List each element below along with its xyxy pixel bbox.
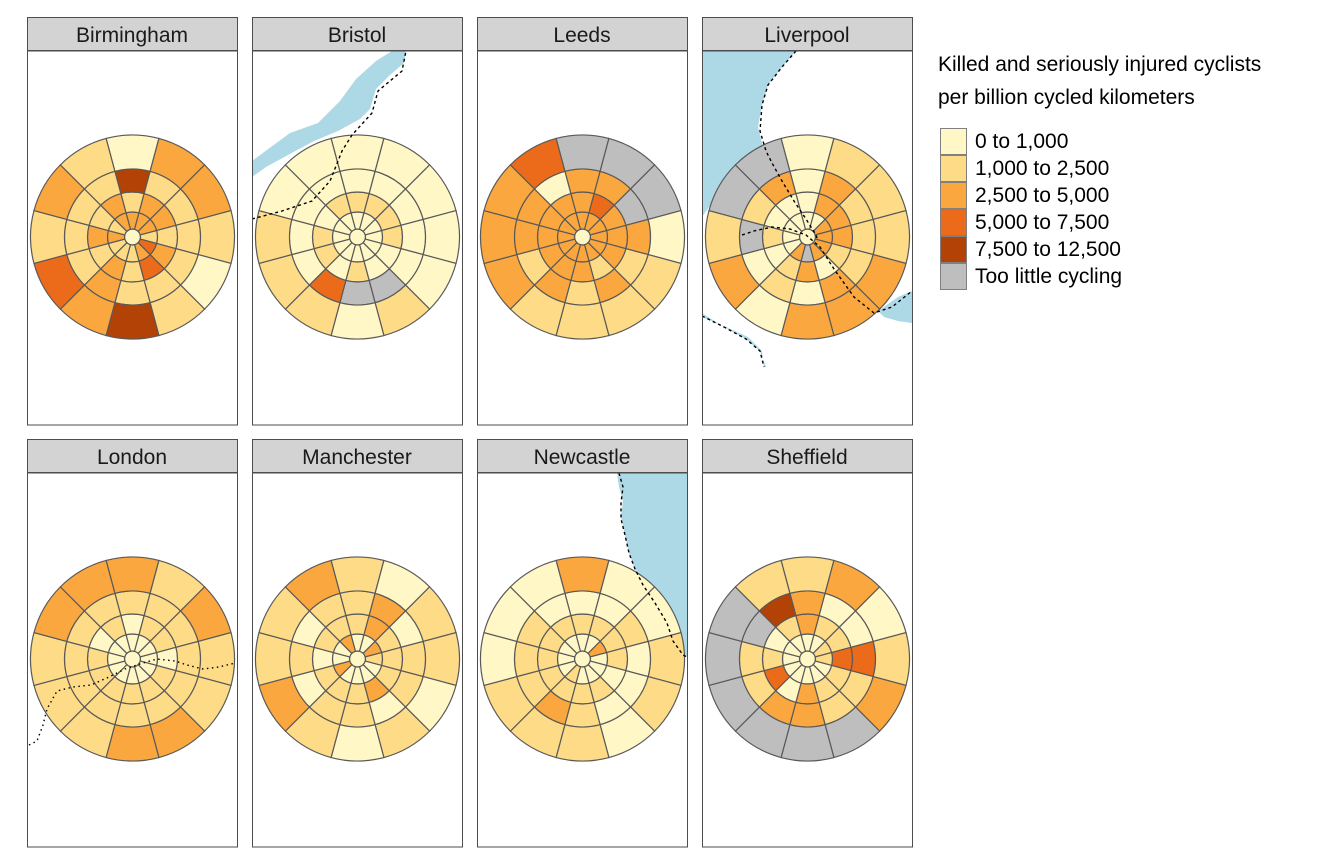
legend-swatch [940,182,967,209]
legend-title: Killed and seriously injured cyclists pe… [938,53,1262,109]
legend-label: 7,500 to 12,500 [975,237,1121,261]
legend-swatch [940,209,967,236]
boundary-line [618,473,688,658]
panel-border [252,472,463,848]
panel-title: Manchester [302,446,412,469]
legend-swatch [940,236,967,263]
panel-sheffield: Sheffield [702,439,913,848]
panel-strip [27,439,238,473]
panel-strip [477,17,688,51]
cell [509,559,566,612]
panel-strip [27,17,238,51]
panel-title: Birmingham [76,24,188,47]
panel-strip [252,439,463,473]
cell [734,137,791,190]
panel-london: London [27,439,238,848]
cell [509,137,566,190]
panel-border [477,50,688,426]
panel-strip [252,17,463,51]
legend-label: 5,000 to 7,500 [975,210,1110,234]
panel-title: Liverpool [764,24,849,47]
legend-item: 2,500 to 5,000 [938,182,1338,209]
water-area [252,51,406,177]
panel-title: Sheffield [766,446,847,469]
cell [59,559,116,612]
legend-item: 1,000 to 2,500 [938,155,1338,182]
boundary-line [28,658,236,746]
legend-label: Too little cycling [975,264,1123,288]
panel-border [702,472,913,848]
panel-title: London [97,446,167,469]
panel-bristol: Bristol [252,17,463,426]
legend-label: 2,500 to 5,000 [975,183,1110,207]
panel-border [27,472,238,848]
panel-strip [477,439,688,473]
legend: Killed and seriously injured cyclists pe… [938,48,1338,290]
legend-label: 0 to 1,000 [975,129,1069,153]
panel-title: Leeds [553,24,610,47]
panel-title: Bristol [328,24,386,47]
legend-items: 0 to 1,000 1,000 to 2,500 2,500 to 5,000 5,… [938,128,1338,290]
panel-leeds: Leeds [477,17,688,426]
legend-item: Too little cycling [938,263,1338,290]
legend-swatch [940,128,967,155]
water-area [878,291,912,323]
panel-title: Newcastle [534,446,631,469]
panel-border [702,50,913,426]
panel-newcastle: Newcastle [477,439,688,848]
legend-item: 0 to 1,000 [938,128,1338,155]
legend-swatch [940,263,967,290]
cell [284,559,341,612]
panel-border [27,50,238,426]
cell [284,137,341,190]
legend-label: 1,000 to 2,500 [975,156,1110,180]
cell [59,137,116,190]
panel-birmingham: Birmingham [27,17,238,426]
panel-border [477,472,688,848]
boundary-line [702,51,913,368]
water-area [702,51,796,367]
cell [734,559,791,612]
panel-liverpool: Liverpool [702,17,913,426]
legend-item: 5,000 to 7,500 [938,209,1338,236]
panel-manchester: Manchester [252,439,463,848]
legend-swatch [940,155,967,182]
panel-border [252,50,463,426]
legend-item: 7,500 to 12,500 [938,236,1338,263]
